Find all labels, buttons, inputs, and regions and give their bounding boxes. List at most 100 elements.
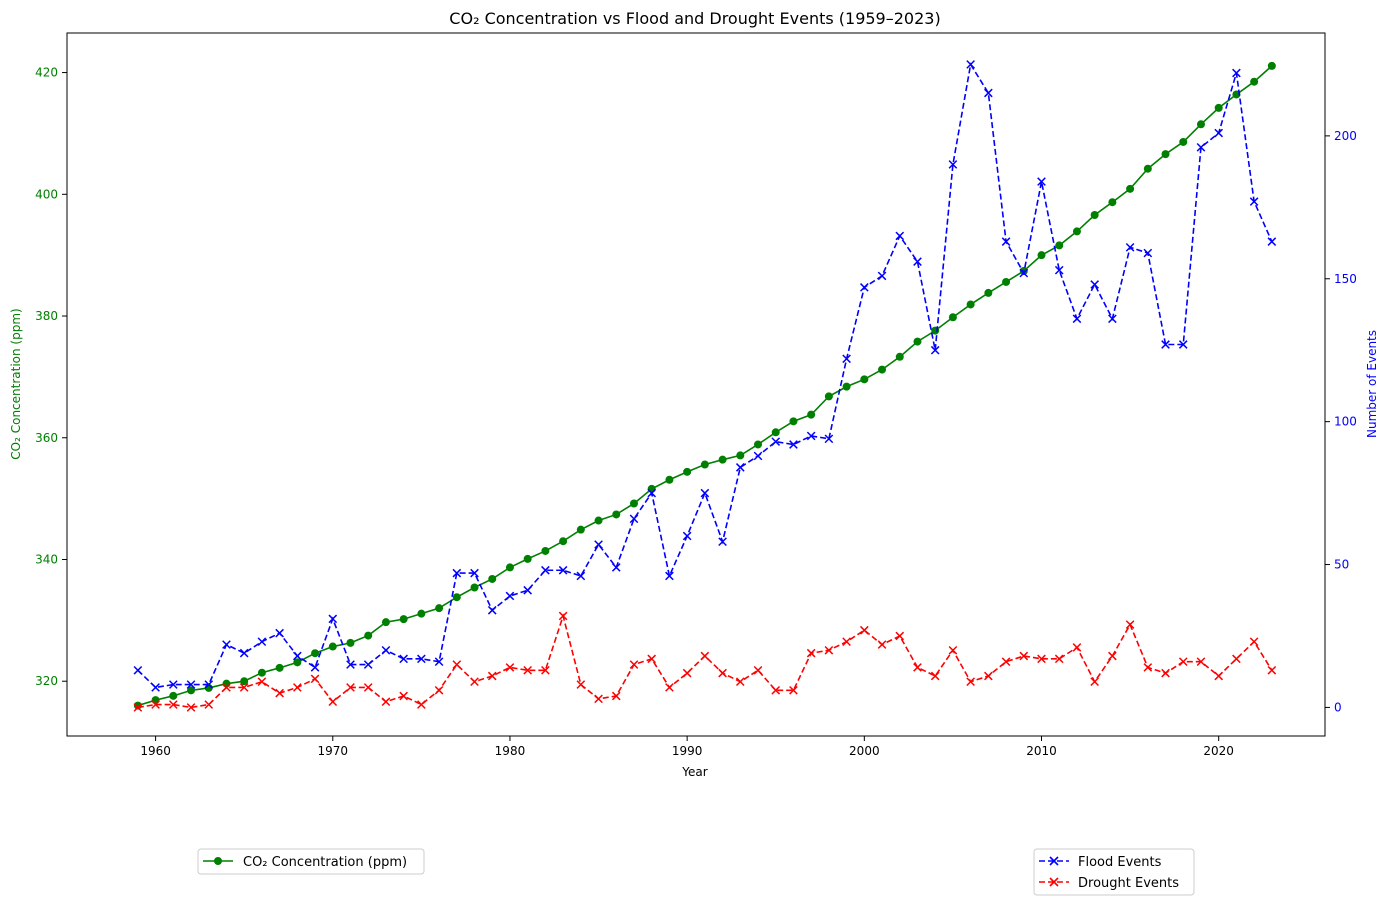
x-tick-label: 2020 (1203, 744, 1234, 758)
series-line (137, 65, 1273, 707)
data-point (611, 563, 621, 572)
legend-flood-marker (1049, 856, 1059, 866)
data-point (1001, 657, 1011, 667)
data-point (1019, 268, 1029, 278)
data-point (966, 677, 975, 687)
data-point (1267, 61, 1276, 70)
data-point (1214, 671, 1224, 681)
data-point (984, 671, 993, 681)
x-tick-label: 1980 (495, 744, 526, 758)
data-point (1108, 314, 1117, 324)
data-point (558, 565, 568, 575)
data-point (753, 451, 763, 461)
data-point (877, 640, 887, 649)
data-point (452, 593, 461, 602)
data-point (735, 677, 745, 687)
data-point (487, 671, 497, 681)
legend-left: CO₂ Concentration (ppm) (197, 848, 425, 875)
data-point (168, 700, 178, 709)
data-point (859, 283, 869, 292)
data-point (1267, 237, 1277, 246)
data-point (718, 537, 727, 547)
data-point (434, 657, 444, 667)
data-point (275, 663, 284, 672)
data-point (505, 663, 515, 672)
data-point (682, 531, 692, 541)
data-point (541, 546, 550, 555)
data-point (665, 683, 674, 692)
x-tick-label: 1970 (318, 744, 349, 758)
data-point (878, 365, 887, 374)
legend-flood-label: Flood Events (1078, 855, 1162, 870)
data-point (1196, 657, 1206, 667)
data-point (735, 463, 745, 472)
data-point (700, 460, 709, 469)
data-point (452, 660, 462, 669)
data-point (807, 410, 816, 419)
data-point (1232, 68, 1241, 78)
data-point (1178, 340, 1188, 349)
data-point (1055, 241, 1064, 250)
data-point (1072, 643, 1082, 652)
data-point (736, 451, 745, 460)
data-point (346, 660, 355, 669)
y-right-tick-label: 50 (1334, 558, 1349, 572)
data-point (381, 697, 391, 707)
y-left-tick-label: 340 (35, 552, 58, 566)
data-point (257, 668, 266, 677)
data-point (842, 637, 851, 647)
data-point (505, 591, 515, 601)
data-point (754, 440, 763, 449)
data-point (700, 488, 710, 498)
data-point (1072, 227, 1081, 236)
data-point (860, 375, 869, 384)
data-point (913, 663, 922, 672)
data-point (558, 611, 568, 621)
data-point (434, 685, 444, 695)
data-point (328, 697, 338, 707)
data-point (399, 615, 408, 624)
data-point (1196, 142, 1206, 152)
data-point (647, 488, 657, 498)
data-point (151, 696, 160, 705)
data-point (1054, 654, 1064, 664)
data-point (789, 685, 798, 695)
data-point (895, 631, 905, 641)
data-point (1250, 77, 1259, 86)
data-point (718, 455, 727, 464)
data-point (1249, 637, 1259, 647)
data-point (1054, 265, 1064, 275)
data-point (470, 583, 479, 592)
data-point (417, 609, 426, 618)
data-point (948, 160, 958, 169)
data-point (470, 677, 479, 687)
series-line (137, 613, 1273, 709)
y-left-tick-label: 320 (35, 674, 58, 688)
data-point (541, 665, 550, 675)
data-point (824, 434, 834, 444)
data-point (435, 604, 444, 613)
data-point (381, 645, 391, 655)
data-point (1001, 237, 1011, 246)
data-point (1125, 242, 1135, 252)
chart-title: CO₂ Concentration vs Flood and Drought E… (449, 9, 940, 28)
data-point (222, 640, 231, 649)
data-point (1178, 657, 1188, 667)
x-tick-label: 2010 (1026, 744, 1057, 758)
data-point (594, 540, 603, 549)
data-point (293, 658, 302, 667)
data-point (487, 605, 497, 615)
data-point (239, 683, 249, 692)
data-point (877, 271, 887, 281)
data-point (222, 683, 231, 692)
data-point (576, 525, 585, 534)
data-point (859, 625, 869, 635)
data-point (328, 642, 337, 651)
data-point (452, 568, 462, 578)
data-point (1143, 248, 1153, 258)
series-co-concentration-ppm (133, 61, 1276, 710)
data-point (1161, 340, 1170, 349)
data-point (417, 654, 426, 664)
data-point (895, 352, 904, 361)
